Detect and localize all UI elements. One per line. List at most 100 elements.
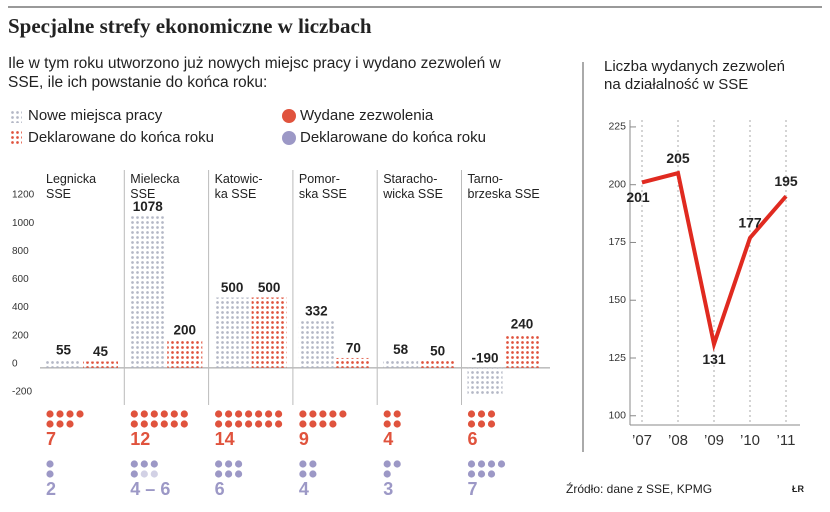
permit-dot (215, 460, 223, 468)
bar (167, 339, 203, 368)
permit-dot (150, 420, 158, 428)
y-tick-label: 400 (12, 302, 29, 313)
line-chart-title: Liczba wydanych zezwoleń na działalność … (604, 58, 785, 93)
permit-dot (180, 420, 188, 428)
bar (214, 297, 250, 368)
permit-dot (477, 470, 486, 478)
permit-count: 4 – 6 (130, 479, 170, 499)
value-label: 205 (666, 150, 690, 166)
bar (467, 367, 503, 395)
source: Źródło: dane z SSE, KPMG (566, 482, 713, 496)
value-label: 201 (626, 189, 650, 205)
value-label: 177 (738, 215, 762, 231)
permit-dot (215, 420, 223, 428)
permit-dot (275, 420, 283, 428)
value-label: 131 (702, 351, 726, 367)
legend-swatch (282, 109, 296, 123)
legend-label: Deklarowane do końca roku (28, 129, 214, 146)
permit-dot (477, 410, 486, 418)
permit-dot (383, 460, 391, 468)
permit-dot (275, 410, 283, 418)
permit-dot (225, 470, 233, 478)
permit-dot (235, 420, 243, 428)
bar (298, 321, 334, 368)
permit-count: 4 (299, 479, 309, 499)
permit-dot (46, 410, 54, 418)
dot-group (299, 410, 347, 428)
legend-swatch (282, 131, 296, 145)
permit-dot (160, 420, 168, 428)
value-label: 195 (774, 173, 798, 189)
x-tick-label: ’08 (668, 432, 688, 449)
permit-dot (46, 470, 54, 478)
permit-dot (245, 420, 253, 428)
value-label: 500 (258, 280, 281, 295)
permit-dot (497, 460, 506, 468)
permit-dot (299, 420, 307, 428)
permit-dot (225, 420, 233, 428)
line (641, 170, 788, 352)
value-label: 200 (174, 322, 197, 337)
category-label: Katowic- ka SSE (214, 172, 263, 201)
permit-dot (467, 460, 476, 468)
bar (46, 360, 81, 368)
y-tick-label: 100 (608, 410, 626, 422)
permit-dot (487, 410, 496, 418)
y-tick-label: 150 (608, 294, 626, 306)
permit-dot (46, 460, 54, 468)
bar (251, 297, 287, 368)
permit-dot (383, 420, 391, 428)
permit-dot (265, 410, 273, 418)
bar (383, 359, 419, 368)
bar (504, 334, 540, 368)
permit-dot (329, 420, 337, 428)
permit-dot (180, 410, 188, 418)
permit-dot (140, 460, 148, 468)
value-label: 500 (221, 280, 244, 295)
permit-dot (467, 410, 476, 418)
permit-count: 6 (468, 429, 478, 449)
dot-group (215, 460, 243, 478)
permit-dot (383, 470, 391, 478)
value-label: 1078 (133, 199, 164, 214)
permit-dot (309, 410, 317, 418)
permit-dot (383, 410, 391, 418)
x-tick-label: ’11 (777, 432, 796, 449)
permit-count: 14 (215, 429, 235, 449)
permit-dot (66, 420, 74, 428)
permit-dot (130, 460, 138, 468)
y-tick-label: 800 (12, 246, 29, 257)
permit-dot (130, 410, 138, 418)
permit-dot (255, 410, 263, 418)
permit-dot (487, 470, 496, 478)
permit-dot (299, 460, 307, 468)
permit-dot (66, 410, 74, 418)
dot-group (130, 410, 188, 428)
value-label: 58 (393, 342, 409, 357)
bar (335, 357, 371, 368)
permit-dot (309, 460, 317, 468)
x-tick-label: ’10 (740, 432, 760, 449)
permit-dot (56, 420, 64, 428)
title: Specjalne strefy ekonomiczne w liczbach (8, 14, 372, 38)
subtitle: Ile w tym roku utworzono już nowych miej… (8, 55, 501, 91)
value-label: 55 (56, 343, 72, 358)
permit-dot (393, 410, 401, 418)
x-tick-label: ’09 (704, 432, 724, 449)
legend-swatch (10, 131, 22, 145)
permit-dot (150, 410, 158, 418)
permit-count: 6 (215, 479, 225, 499)
permit-dot (140, 410, 148, 418)
permit-count: 4 (383, 429, 393, 449)
permit-dot (215, 470, 223, 478)
permit-count: 12 (130, 429, 150, 449)
value-label: 332 (305, 304, 328, 319)
permit-dot (215, 410, 223, 418)
permit-dot (467, 420, 476, 428)
legend-label: Wydane zezwolenia (300, 107, 434, 124)
permit-dot (130, 470, 138, 478)
category-label: Mielecka SSE (130, 172, 180, 201)
permit-dot (487, 460, 496, 468)
value-label: 70 (346, 341, 361, 356)
permit-dot (299, 470, 307, 478)
